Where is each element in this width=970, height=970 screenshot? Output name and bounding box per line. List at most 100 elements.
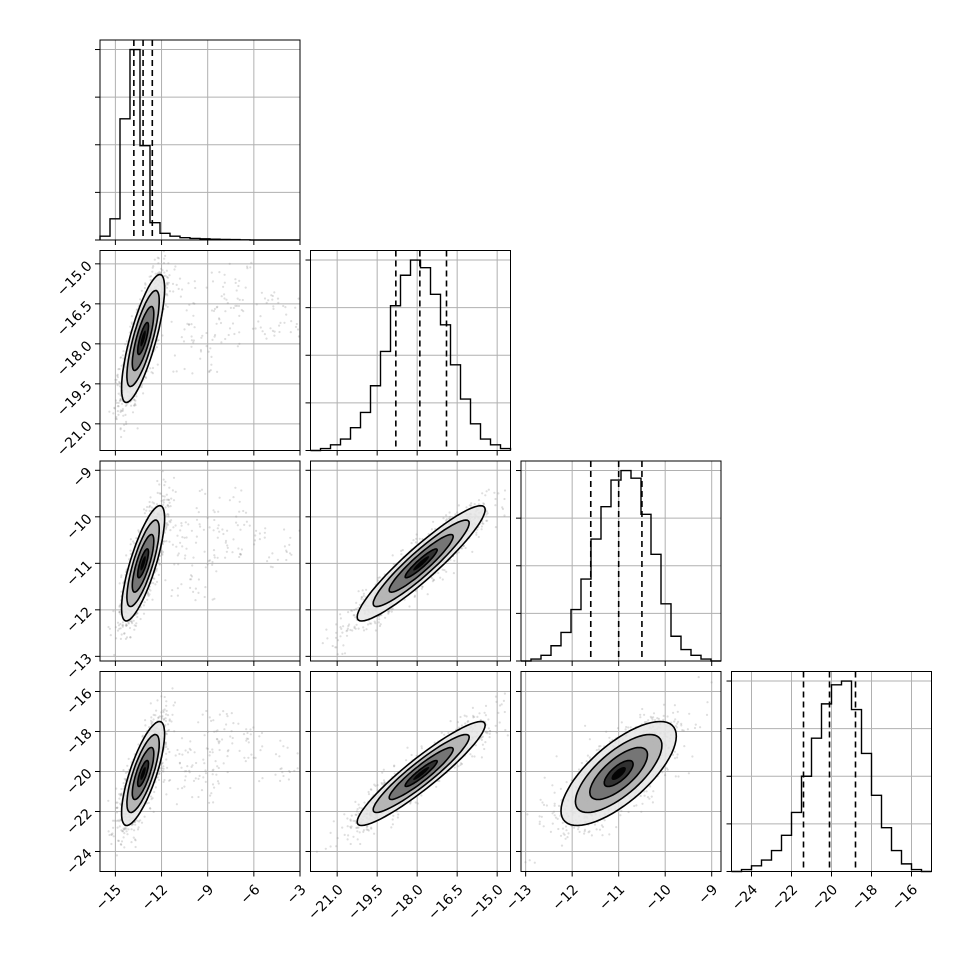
sample-point bbox=[164, 480, 167, 483]
sample-point bbox=[357, 606, 360, 609]
sample-point bbox=[172, 499, 176, 502]
sample-point bbox=[254, 534, 257, 537]
sample-point bbox=[166, 522, 169, 525]
sample-point bbox=[168, 501, 171, 504]
sample-point bbox=[171, 589, 174, 592]
sample-point bbox=[121, 354, 124, 357]
sample-point bbox=[378, 576, 381, 579]
sample-point bbox=[217, 524, 220, 527]
sample-point bbox=[445, 570, 448, 573]
sample-point bbox=[216, 527, 219, 530]
sample-point bbox=[176, 534, 179, 537]
sample-point bbox=[477, 503, 480, 506]
sample-point bbox=[228, 327, 232, 330]
sample-point bbox=[120, 843, 123, 846]
sample-point bbox=[339, 626, 342, 629]
sample-point bbox=[151, 372, 154, 375]
sample-point bbox=[205, 286, 208, 289]
sample-point bbox=[444, 519, 447, 522]
sample-point bbox=[215, 306, 218, 309]
sample-point bbox=[123, 632, 126, 635]
sample-point bbox=[167, 262, 170, 265]
sample-point bbox=[118, 797, 121, 800]
sample-point bbox=[251, 327, 255, 330]
sample-point bbox=[143, 286, 146, 290]
sample-point bbox=[118, 610, 121, 614]
sample-point bbox=[174, 265, 177, 268]
sample-point bbox=[157, 339, 160, 342]
sample-point bbox=[220, 295, 223, 298]
sample-point bbox=[362, 594, 365, 598]
sample-point bbox=[335, 646, 338, 649]
sample-point bbox=[339, 635, 342, 638]
sample-point bbox=[164, 506, 167, 509]
sample-point bbox=[290, 553, 293, 556]
sample-point bbox=[493, 491, 496, 494]
sample-point bbox=[285, 550, 288, 554]
sample-point bbox=[116, 384, 119, 387]
sample-point bbox=[166, 498, 169, 501]
sample-point bbox=[187, 523, 190, 526]
sample-point bbox=[186, 322, 189, 325]
sample-point bbox=[118, 611, 121, 614]
sample-point bbox=[470, 502, 473, 505]
sample-point bbox=[158, 492, 161, 495]
sample-point bbox=[156, 256, 159, 259]
sample-point bbox=[231, 322, 235, 325]
sample-point bbox=[426, 593, 429, 596]
sample-point bbox=[199, 357, 202, 360]
sample-point bbox=[151, 598, 154, 601]
sample-point bbox=[482, 502, 485, 505]
sample-point bbox=[246, 265, 249, 268]
sample-point bbox=[430, 577, 434, 580]
sample-point bbox=[130, 404, 133, 407]
sample-point bbox=[162, 499, 165, 502]
histogram-1 bbox=[310, 259, 512, 452]
sample-point bbox=[485, 490, 488, 493]
sample-point bbox=[177, 563, 180, 566]
sample-point bbox=[163, 498, 166, 501]
sample-point bbox=[135, 308, 138, 311]
sample-point bbox=[130, 620, 133, 623]
sample-point bbox=[212, 509, 215, 512]
sample-point bbox=[161, 495, 164, 498]
sample-point bbox=[121, 621, 124, 624]
sample-point bbox=[448, 517, 451, 520]
sample-point bbox=[140, 386, 143, 389]
sample-point bbox=[181, 536, 184, 539]
sample-point bbox=[125, 420, 128, 423]
sample-point bbox=[112, 610, 115, 613]
sample-point bbox=[121, 624, 124, 627]
sample-point bbox=[331, 644, 334, 648]
sample-point bbox=[497, 492, 500, 495]
sample-point bbox=[171, 489, 174, 492]
sample-point bbox=[321, 642, 324, 645]
sample-point bbox=[237, 547, 240, 550]
sample-point bbox=[213, 518, 216, 522]
sample-point bbox=[240, 489, 243, 492]
sample-point bbox=[119, 428, 122, 431]
sample-point bbox=[342, 625, 345, 628]
sample-point bbox=[153, 502, 156, 505]
sample-point bbox=[118, 367, 121, 371]
sample-point bbox=[164, 742, 167, 745]
sample-point bbox=[263, 297, 267, 300]
sample-point bbox=[259, 315, 262, 318]
sample-point bbox=[289, 536, 292, 539]
sample-point bbox=[210, 355, 213, 358]
sample-point bbox=[174, 524, 177, 527]
sample-point bbox=[165, 709, 168, 713]
sample-point bbox=[346, 629, 349, 632]
sample-point bbox=[302, 334, 304, 336]
sample-point bbox=[360, 597, 363, 601]
sample-point bbox=[255, 529, 258, 532]
sample-point bbox=[515, 477, 517, 479]
sample-point bbox=[235, 521, 238, 524]
sample-point bbox=[142, 604, 145, 607]
sample-point bbox=[129, 549, 132, 552]
sample-point bbox=[147, 594, 150, 598]
sample-point bbox=[231, 551, 234, 554]
sample-point bbox=[188, 303, 191, 306]
sample-point bbox=[384, 616, 387, 619]
sample-point bbox=[240, 308, 243, 312]
